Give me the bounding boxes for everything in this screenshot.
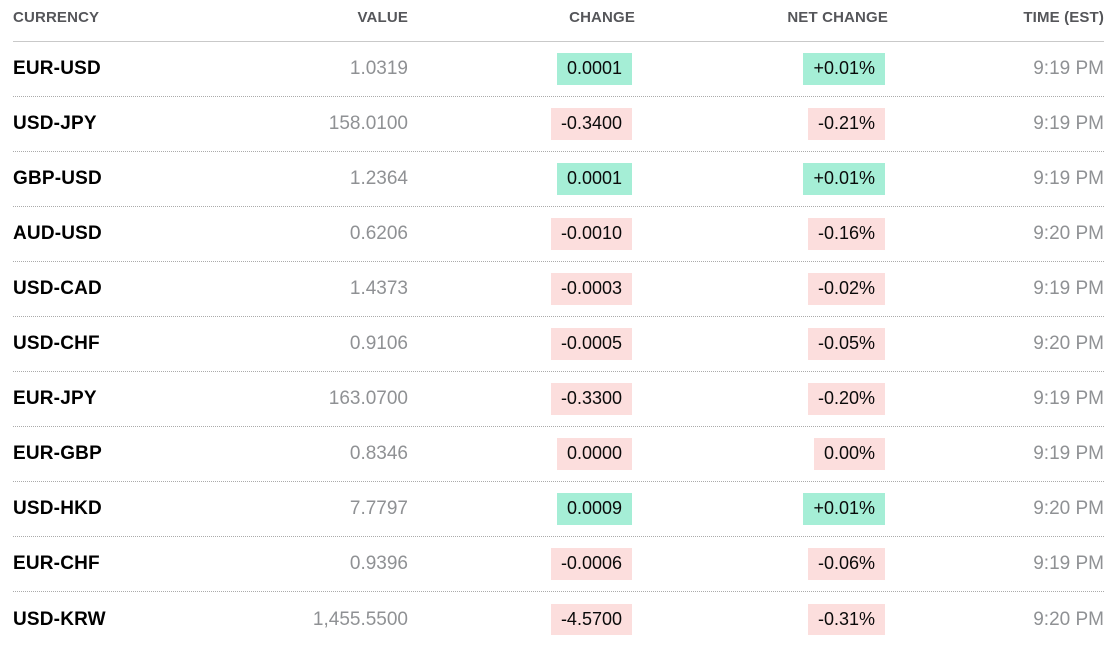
- value-cell: 158.0100: [328, 113, 408, 134]
- net-change-cell: -0.20%: [635, 383, 888, 415]
- table-row[interactable]: EUR-USD 1.0319 0.0001 +0.01% 9:19 PM: [13, 42, 1104, 97]
- net-change-badge: -0.06%: [807, 548, 885, 580]
- table-row[interactable]: USD-KRW 1,455.5500 -4.5700 -0.31% 9:20 P…: [13, 592, 1104, 647]
- table-row[interactable]: EUR-JPY 163.0700 -0.3300 -0.20% 9:19 PM: [13, 372, 1104, 427]
- change-cell: -0.0010: [408, 218, 635, 250]
- currency-pair[interactable]: USD-HKD: [13, 498, 102, 519]
- value-cell: 1.0319: [349, 58, 408, 79]
- change-badge: -0.0003: [550, 273, 632, 305]
- change-cell: -0.3300: [408, 383, 635, 415]
- table-row[interactable]: USD-JPY 158.0100 -0.3400 -0.21% 9:19 PM: [13, 97, 1104, 152]
- net-change-cell: -0.02%: [635, 273, 888, 305]
- currency-pair[interactable]: GBP-USD: [13, 168, 102, 189]
- net-change-badge: -0.16%: [807, 218, 885, 250]
- time-cell: 9:19 PM: [1033, 443, 1104, 464]
- change-badge: 0.0001: [556, 53, 632, 85]
- change-cell: -0.0005: [408, 328, 635, 360]
- net-change-badge: +0.01%: [803, 53, 885, 85]
- time-cell: 9:20 PM: [1033, 608, 1104, 630]
- net-change-cell: -0.31%: [635, 603, 888, 636]
- time-cell: 9:19 PM: [1033, 168, 1104, 189]
- table-row[interactable]: EUR-GBP 0.8346 0.0000 0.00% 9:19 PM: [13, 427, 1104, 482]
- change-cell: -4.5700: [408, 603, 635, 636]
- net-change-cell: -0.16%: [635, 218, 888, 250]
- currency-pair[interactable]: AUD-USD: [13, 223, 102, 244]
- table-header-row: CURRENCY VALUE CHANGE NET CHANGE TIME (E…: [13, 0, 1104, 42]
- currency-pair[interactable]: USD-CHF: [13, 333, 100, 354]
- time-cell: 9:19 PM: [1033, 388, 1104, 409]
- time-cell: 9:19 PM: [1033, 278, 1104, 299]
- net-change-badge: 0.00%: [813, 438, 885, 470]
- net-change-cell: +0.01%: [635, 493, 888, 525]
- column-header-change: CHANGE: [569, 9, 635, 26]
- value-cell: 0.8346: [349, 443, 408, 464]
- column-header-net-change: NET CHANGE: [787, 9, 888, 26]
- currency-pair[interactable]: USD-KRW: [13, 608, 106, 630]
- time-cell: 9:19 PM: [1033, 58, 1104, 79]
- column-header-time: TIME (EST): [1023, 9, 1104, 26]
- change-cell: -0.0006: [408, 548, 635, 580]
- change-badge: -0.3400: [550, 108, 632, 140]
- time-cell: 9:19 PM: [1033, 553, 1104, 574]
- change-cell: 0.0009: [408, 493, 635, 525]
- table-row[interactable]: EUR-CHF 0.9396 -0.0006 -0.06% 9:19 PM: [13, 537, 1104, 592]
- column-header-value: VALUE: [357, 9, 408, 26]
- net-change-badge: +0.01%: [803, 493, 885, 525]
- net-change-cell: -0.21%: [635, 108, 888, 140]
- value-cell: 0.9106: [349, 333, 408, 354]
- change-badge: 0.0001: [556, 163, 632, 195]
- currency-pair[interactable]: USD-CAD: [13, 278, 102, 299]
- change-badge: -4.5700: [550, 603, 632, 636]
- table-row[interactable]: USD-CHF 0.9106 -0.0005 -0.05% 9:20 PM: [13, 317, 1104, 372]
- value-cell: 163.0700: [328, 388, 408, 409]
- net-change-cell: -0.05%: [635, 328, 888, 360]
- value-cell: 1.2364: [349, 168, 408, 189]
- value-cell: 1.4373: [349, 278, 408, 299]
- currency-pair[interactable]: EUR-USD: [13, 58, 101, 79]
- net-change-badge: -0.05%: [807, 328, 885, 360]
- column-header-currency: CURRENCY: [13, 9, 100, 26]
- currency-pair[interactable]: EUR-GBP: [13, 443, 102, 464]
- net-change-badge: -0.02%: [807, 273, 885, 305]
- value-cell: 1,455.5500: [312, 608, 408, 630]
- change-cell: 0.0000: [408, 438, 635, 470]
- value-cell: 0.9396: [349, 553, 408, 574]
- change-cell: 0.0001: [408, 53, 635, 85]
- value-cell: 0.6206: [349, 223, 408, 244]
- time-cell: 9:20 PM: [1033, 223, 1104, 244]
- time-cell: 9:20 PM: [1033, 333, 1104, 354]
- table-row[interactable]: USD-CAD 1.4373 -0.0003 -0.02% 9:19 PM: [13, 262, 1104, 317]
- table-body: EUR-USD 1.0319 0.0001 +0.01% 9:19 PM USD…: [13, 42, 1104, 647]
- net-change-badge: -0.20%: [807, 383, 885, 415]
- value-cell: 7.7797: [349, 498, 408, 519]
- net-change-badge: +0.01%: [803, 163, 885, 195]
- change-badge: -0.0006: [550, 548, 632, 580]
- net-change-badge: -0.31%: [807, 603, 885, 636]
- currency-pair[interactable]: EUR-JPY: [13, 388, 97, 409]
- net-change-cell: +0.01%: [635, 53, 888, 85]
- time-cell: 9:19 PM: [1033, 113, 1104, 134]
- currency-pair[interactable]: EUR-CHF: [13, 553, 100, 574]
- table-row[interactable]: GBP-USD 1.2364 0.0001 +0.01% 9:19 PM: [13, 152, 1104, 207]
- time-cell: 9:20 PM: [1033, 498, 1104, 519]
- net-change-cell: -0.06%: [635, 548, 888, 580]
- change-badge: 0.0000: [556, 438, 632, 470]
- net-change-cell: 0.00%: [635, 438, 888, 470]
- change-badge: -0.0010: [550, 218, 632, 250]
- change-badge: -0.0005: [550, 328, 632, 360]
- change-badge: 0.0009: [556, 493, 632, 525]
- change-cell: -0.3400: [408, 108, 635, 140]
- change-cell: -0.0003: [408, 273, 635, 305]
- table-row[interactable]: AUD-USD 0.6206 -0.0010 -0.16% 9:20 PM: [13, 207, 1104, 262]
- net-change-badge: -0.21%: [807, 108, 885, 140]
- change-cell: 0.0001: [408, 163, 635, 195]
- table-row[interactable]: USD-HKD 7.7797 0.0009 +0.01% 9:20 PM: [13, 482, 1104, 537]
- change-badge: -0.3300: [550, 383, 632, 415]
- net-change-cell: +0.01%: [635, 163, 888, 195]
- currency-pair[interactable]: USD-JPY: [13, 113, 97, 134]
